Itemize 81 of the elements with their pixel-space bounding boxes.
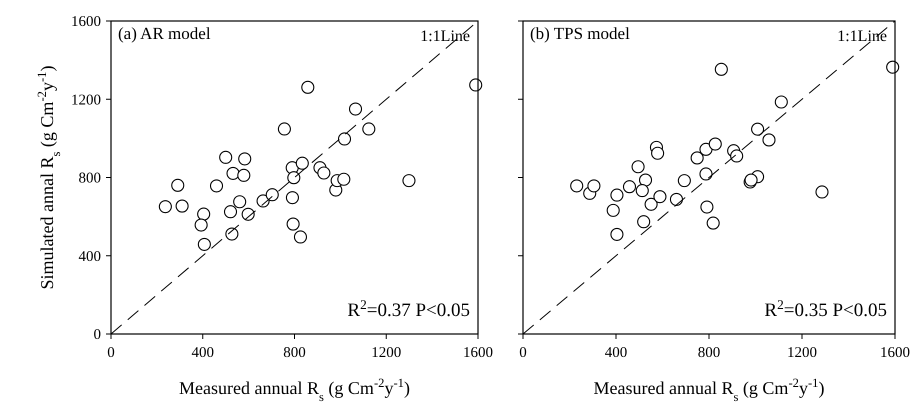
x-tick-label: 1600	[463, 345, 493, 361]
annotation: 1:1Line	[837, 28, 887, 45]
point	[338, 132, 352, 146]
y-tick-label: 1200	[71, 92, 101, 108]
point	[706, 216, 720, 230]
point	[233, 195, 246, 208]
x-tick-label: 1200	[787, 345, 817, 361]
x-tick-label: 400	[604, 345, 628, 361]
point	[294, 230, 308, 244]
point	[194, 218, 208, 232]
x-tick-label: 1200	[371, 345, 402, 361]
point	[402, 174, 416, 188]
point	[636, 184, 649, 198]
point	[762, 133, 776, 146]
point	[176, 200, 189, 213]
chart-title: (a) AR model	[118, 24, 211, 43]
chart-title: (b) TPS model	[530, 24, 630, 43]
x-tick-label: 0	[519, 345, 527, 361]
x-axis-title: Measured annual R$_{s}$ (g Cm$^{-2}$y$^{-1}$)	[594, 376, 824, 404]
x-tick-label: 800	[283, 345, 306, 361]
point	[606, 204, 620, 217]
point	[278, 122, 291, 136]
point	[317, 166, 330, 180]
point	[266, 188, 279, 202]
point	[287, 171, 300, 184]
point	[337, 172, 350, 186]
x-tick-label: 1600	[880, 345, 910, 361]
point	[632, 160, 645, 174]
point	[730, 149, 744, 163]
x-tick-label: 400	[192, 345, 214, 361]
point	[348, 102, 362, 116]
y-tick-label: 400	[78, 248, 101, 265]
point	[225, 227, 238, 241]
point	[301, 80, 314, 94]
point	[238, 152, 252, 166]
point	[644, 198, 658, 211]
x-axis-title: Measured annual R$_{s}$ (g Cm$^{-2}$y$^{-1}$)	[179, 376, 410, 404]
point	[296, 156, 309, 170]
annotation: R$^{2}$=0.37 P<0.05	[347, 296, 470, 321]
point	[886, 60, 900, 74]
point	[699, 142, 713, 156]
point	[158, 200, 172, 214]
point	[242, 208, 255, 221]
point	[198, 238, 211, 251]
point	[622, 180, 636, 194]
point	[610, 228, 624, 241]
point	[774, 95, 788, 109]
point	[587, 179, 600, 192]
point	[714, 62, 728, 76]
point	[699, 167, 713, 181]
point	[570, 179, 584, 192]
point	[690, 151, 704, 164]
point	[286, 218, 300, 231]
point	[362, 122, 376, 136]
point	[237, 168, 250, 182]
y-tick-label: 0	[94, 327, 101, 343]
point	[751, 122, 764, 136]
point	[638, 173, 652, 187]
point	[815, 185, 829, 199]
point	[197, 208, 210, 221]
point	[653, 190, 666, 204]
point	[670, 192, 683, 206]
point	[678, 174, 691, 188]
point	[210, 179, 224, 192]
point	[469, 78, 482, 92]
annotation: R$^{2}$=0.35 P<0.05	[764, 296, 887, 321]
annotation: 1:1Line	[420, 28, 470, 45]
y-tick-label: 800	[78, 170, 101, 186]
point	[219, 150, 232, 164]
point	[637, 215, 650, 228]
x-tick-label: 0	[107, 345, 115, 361]
x-tick-label: 800	[698, 345, 720, 361]
point	[610, 188, 624, 202]
point	[286, 191, 299, 204]
point	[224, 205, 238, 218]
point	[226, 166, 240, 180]
point	[651, 146, 664, 160]
point	[708, 138, 722, 151]
y-tick-label: 1600	[71, 14, 101, 30]
point	[700, 200, 714, 214]
point	[171, 178, 184, 192]
